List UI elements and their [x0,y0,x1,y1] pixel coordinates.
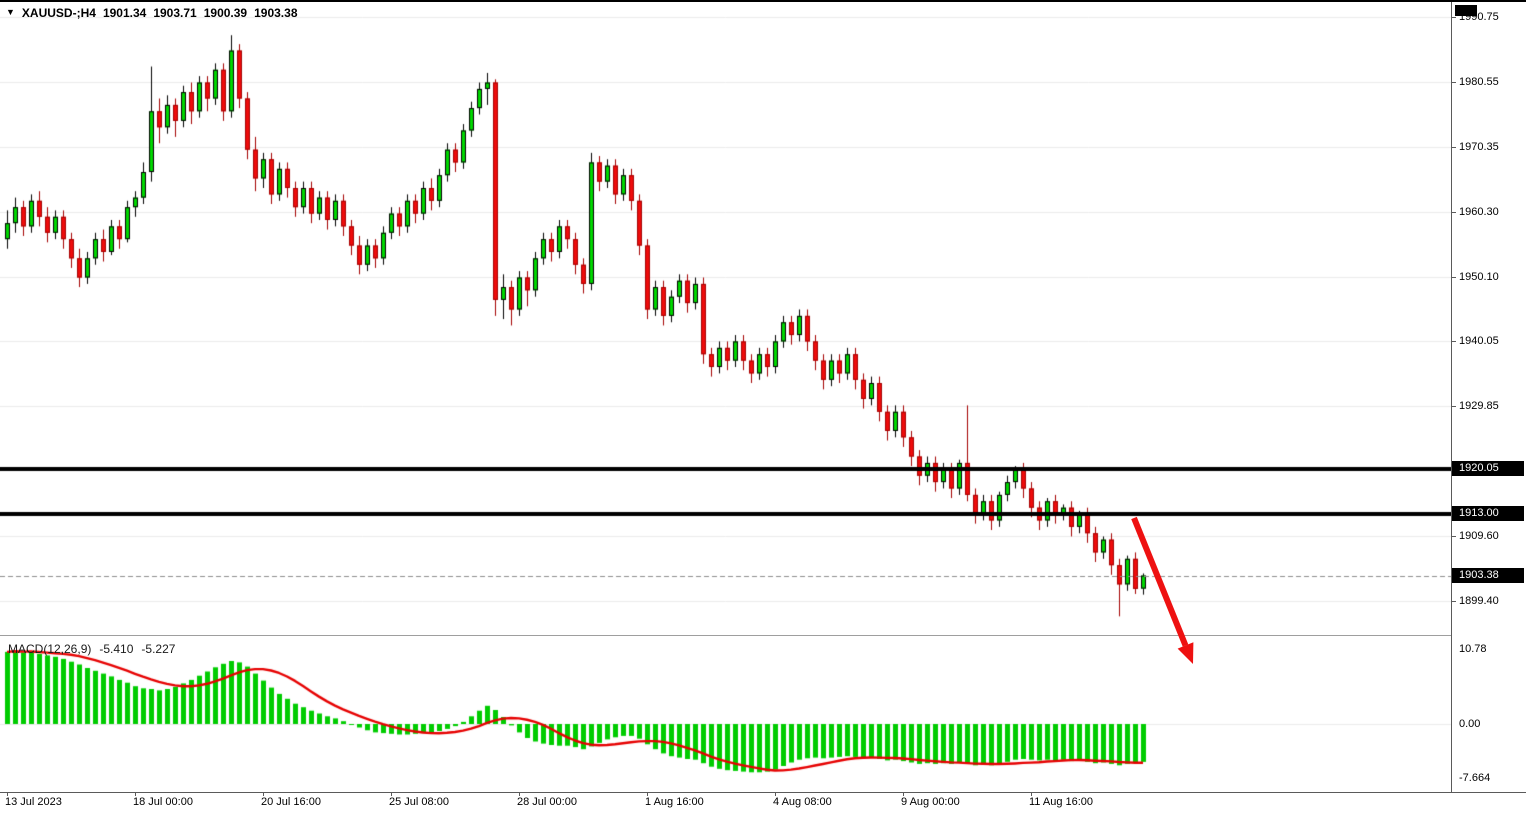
price-axis-separator [1451,2,1452,792]
quote-low: 1900.39 [203,6,248,20]
axis-corner-box [1455,5,1477,16]
time-axis-label: 9 Aug 00:00 [901,796,960,808]
time-axis-tick [903,792,904,796]
time-axis-tick [1031,792,1032,796]
time-axis-label: 11 Aug 16:00 [1029,796,1094,808]
quote-open: 1901.34 [102,6,147,20]
price-axis-label: 1960.30 [1459,205,1499,218]
price-level-badge: 1903.38 [1452,567,1524,583]
time-axis-tick [263,792,264,796]
time-axis-label: 4 Aug 08:00 [773,796,832,808]
time-axis-tick [519,792,520,796]
price-axis-label: 1929.85 [1459,400,1499,413]
time-axis-tick [647,792,648,796]
symbol-title: XAUUSD-;H4 [21,6,96,20]
macd-name: MACD(12,26,9) [8,642,92,656]
price-axis-tick [1451,82,1456,83]
price-level-badge: 1913.00 [1452,506,1524,522]
symbol-dropdown-icon[interactable]: ▼ [6,7,15,17]
quote-high: 1903.71 [153,6,197,20]
price-axis-tick [1451,277,1456,278]
time-axis-label: 1 Aug 16:00 [645,796,704,808]
price-axis-label: 1909.60 [1459,529,1499,542]
price-level-badge: 1920.05 [1452,460,1524,476]
price-axis-label: 1980.55 [1459,76,1499,89]
price-axis-tick [1451,406,1456,407]
price-axis-label: 1970.35 [1459,141,1499,154]
macd-axis-label: -7.664 [1459,771,1491,784]
time-axis-label: 13 Jul 2023 [5,796,62,808]
price-axis-tick [1451,17,1456,18]
time-axis-label: 18 Jul 00:00 [133,796,193,808]
quote-close: 1903.38 [254,6,298,20]
symbol-info: ▼ XAUUSD-;H4 1901.34 1903.71 1900.39 190… [6,6,298,20]
macd-indicator-label: MACD(12,26,9) -5.410 -5.227 [8,642,175,656]
macd-signal-value: -5.227 [141,642,176,656]
price-axis-tick [1451,212,1456,213]
macd-axis-label: 10.78 [1459,642,1487,655]
price-axis-label: 1940.05 [1459,335,1499,348]
time-axis-border [0,792,1526,793]
time-axis-label: 20 Jul 16:00 [261,796,321,808]
time-axis-tick [135,792,136,796]
time-axis-tick [775,792,776,796]
price-axis-tick [1451,147,1456,148]
macd-axis-label: 0.00 [1459,718,1481,730]
time-axis-tick [391,792,392,796]
price-axis[interactable]: 1990.75 1980.55 1970.35 1960.30 1950.10 1940.… [1451,2,1526,792]
indicator-panel-separator[interactable] [0,635,1451,636]
price-axis-label: 1950.10 [1459,270,1499,283]
chart-canvas[interactable] [0,2,1451,792]
price-axis-label: 1899.40 [1459,595,1499,607]
macd-value: -5.410 [99,642,134,656]
price-axis-tick [1451,341,1456,342]
time-axis-label: 28 Jul 00:00 [517,796,577,808]
time-axis-label: 25 Jul 08:00 [389,796,449,808]
price-axis-tick [1451,536,1456,537]
price-axis-tick [1451,601,1456,602]
time-axis[interactable]: 13 Jul 2023 18 Jul 00:00 20 Jul 16:00 25 Ju… [0,792,1526,813]
time-axis-tick [7,792,8,796]
